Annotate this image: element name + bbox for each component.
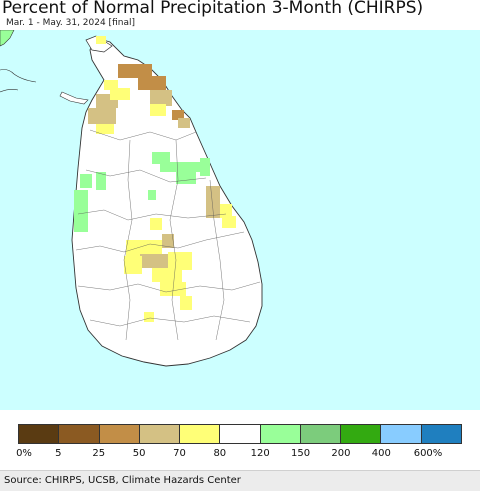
legend-labels: 0% 5 25 50 70 80 120 150 200 400 600% xyxy=(0,448,480,462)
dry-anomaly-central xyxy=(124,218,192,322)
color-legend xyxy=(18,424,462,444)
legend-label: 5 xyxy=(55,448,62,459)
legend-swatch xyxy=(19,425,60,443)
legend-swatch xyxy=(260,425,301,443)
source-credit: Source: CHIRPS, UCSB, Climate Hazards Ce… xyxy=(4,475,241,486)
footer: Source: CHIRPS, UCSB, Climate Hazards Ce… xyxy=(0,470,480,491)
legend-label: 150 xyxy=(290,448,311,459)
legend-label: 25 xyxy=(92,448,106,459)
district-boundaries xyxy=(75,129,261,341)
legend-swatch xyxy=(381,425,422,443)
map-subtitle: Mar. 1 - May. 31, 2024 [final] xyxy=(6,18,135,28)
legend-swatch xyxy=(341,425,382,443)
map-title: Percent of Normal Precipitation 3-Month … xyxy=(2,0,424,18)
legend-label: 0% xyxy=(16,448,32,459)
india-coast xyxy=(0,30,15,47)
india-coast-line xyxy=(0,69,37,93)
legend-swatch xyxy=(421,425,461,443)
dry-anomaly-north xyxy=(88,36,190,134)
wet-anomaly-center xyxy=(74,152,210,232)
island-outline xyxy=(71,37,263,367)
precipitation-map xyxy=(0,30,480,410)
legend-label: 70 xyxy=(173,448,186,459)
legend-label: 400 xyxy=(371,448,391,459)
legend-label: 50 xyxy=(132,448,146,459)
legend-swatch xyxy=(59,425,100,443)
legend-swatch xyxy=(139,425,181,443)
map-svg xyxy=(0,30,263,367)
legend-label: 120 xyxy=(250,448,270,459)
legend-label: 600% xyxy=(413,448,443,459)
legend-swatch xyxy=(180,425,221,443)
mannar-island xyxy=(59,91,89,105)
legend-swatch xyxy=(99,425,140,443)
legend-label: 80 xyxy=(213,448,227,459)
legend-swatch xyxy=(300,425,342,443)
legend-label: 200 xyxy=(331,448,351,459)
legend-swatch xyxy=(220,425,261,443)
